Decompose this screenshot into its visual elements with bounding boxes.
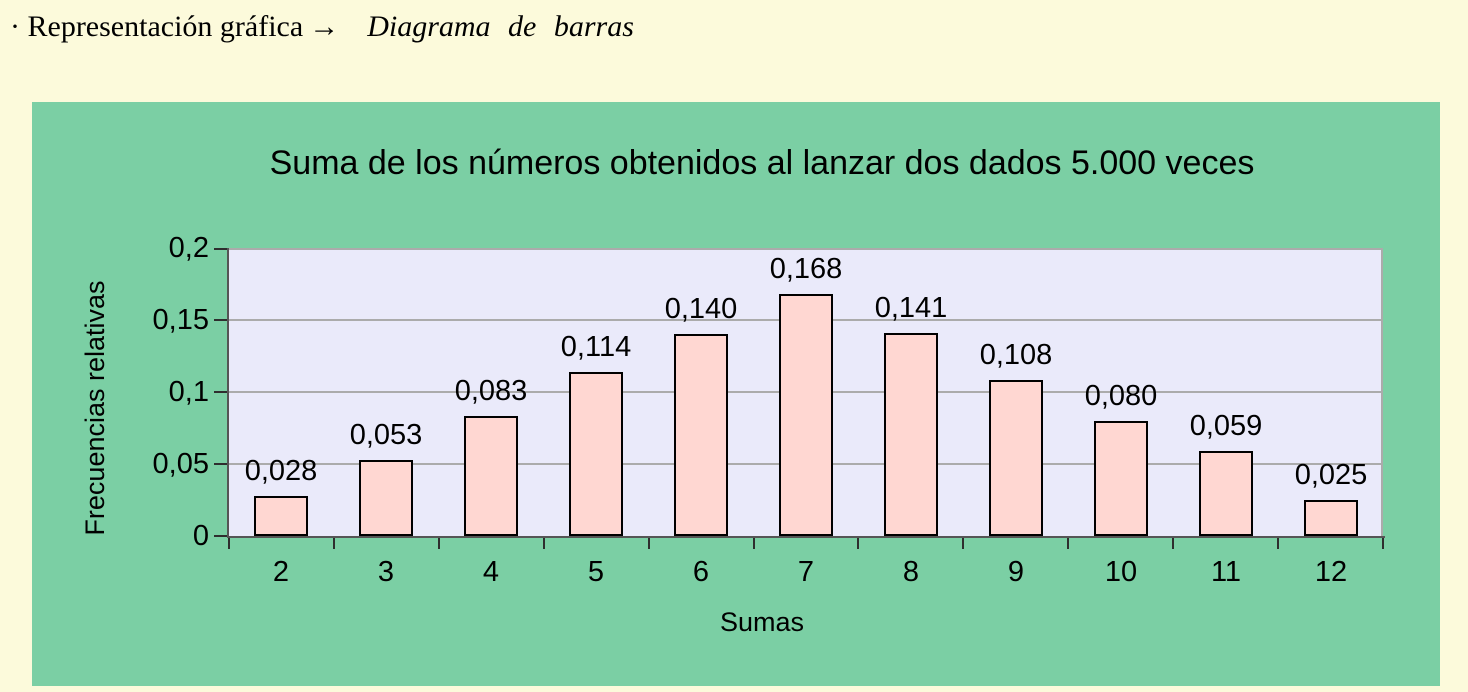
- y-tick-label: 0,05: [152, 448, 209, 480]
- x-category-label: 11: [1210, 556, 1242, 588]
- y-axis-tick: [214, 535, 227, 537]
- x-axis-tick: [228, 538, 230, 549]
- x-axis-tick: [332, 538, 335, 549]
- bar-value-label: 0,083: [454, 375, 528, 407]
- x-category-label: 8: [902, 556, 920, 588]
- x-axis-title: Sumas: [719, 607, 805, 637]
- x-axis-tick: [1067, 538, 1070, 549]
- bar-value-label: 0,114: [560, 331, 632, 363]
- bar-value-label: 0,025: [1294, 459, 1368, 491]
- plot-area: 0 0,05 0,1 0,15 0,2 0,028 2 0,053 3 0,083 4 0,114 5 0…: [153, 233, 1385, 588]
- bar-value-label: 0,140: [664, 293, 738, 325]
- x-axis-tick: [542, 538, 545, 549]
- bar-value-label: 0,168: [769, 253, 843, 285]
- bar: [674, 334, 728, 536]
- x-axis-tick: [752, 538, 755, 549]
- y-tick-label: 0,15: [152, 304, 209, 336]
- bar: [884, 333, 938, 536]
- caption-line: · Representación gráfica → Diagrama de bar…: [10, 8, 634, 46]
- bar: [779, 294, 833, 536]
- caption-value: Diagrama de barras: [367, 10, 634, 43]
- x-axis-tick: [437, 538, 440, 549]
- bar: [464, 416, 518, 536]
- x-category-label: 5: [587, 556, 605, 588]
- y-tick-label: 0,1: [168, 376, 209, 408]
- chart-panel: Suma de los números obtenidos al lanzar …: [32, 102, 1440, 686]
- x-category-label: 10: [1104, 556, 1138, 588]
- x-axis-line: [227, 536, 1385, 538]
- x-axis-tick: [962, 538, 965, 549]
- bar-value-label: 0,059: [1189, 410, 1263, 442]
- bar-value-label: 0,053: [349, 419, 423, 451]
- x-axis-tick: [857, 538, 860, 549]
- x-category-label: 6: [692, 556, 710, 588]
- bar-value-label: 0,108: [979, 339, 1053, 371]
- bar-value-label: 0,141: [874, 292, 948, 324]
- x-category-label: 3: [377, 556, 395, 588]
- x-axis-tick: [647, 538, 650, 549]
- bar: [254, 496, 308, 536]
- bar-value-label: 0,080: [1084, 380, 1158, 412]
- x-category-label: 2: [272, 556, 290, 588]
- bar: [569, 372, 623, 536]
- x-category-label: 7: [797, 556, 815, 588]
- caption-label: · Representación gráfica: [10, 10, 304, 43]
- x-axis-tick: [1277, 538, 1280, 549]
- x-category-label: 9: [1007, 556, 1025, 588]
- x-category-label: 12: [1314, 556, 1348, 588]
- chart-title: Suma de los números obtenidos al lanzar …: [269, 144, 1255, 182]
- y-axis-tick: [214, 391, 227, 393]
- bar: [989, 380, 1043, 536]
- y-axis-title: Frecuencias relativas: [80, 280, 110, 536]
- y-tick-label: 0,2: [168, 232, 209, 264]
- x-axis-tick: [1382, 538, 1384, 549]
- bar: [1304, 500, 1358, 536]
- x-category-label: 4: [482, 556, 500, 588]
- gridline: [229, 248, 1381, 250]
- bar: [1199, 451, 1253, 536]
- bar-value-label: 0,028: [244, 455, 318, 487]
- y-axis-tick: [214, 248, 227, 250]
- y-axis-tick: [214, 463, 227, 465]
- y-tick-label: 0: [192, 520, 209, 552]
- y-axis-tick: [214, 319, 227, 321]
- x-axis-tick: [1172, 538, 1175, 549]
- y-axis-line: [227, 248, 229, 538]
- right-arrow: →: [309, 10, 340, 43]
- bar: [359, 460, 413, 536]
- bar: [1094, 421, 1148, 536]
